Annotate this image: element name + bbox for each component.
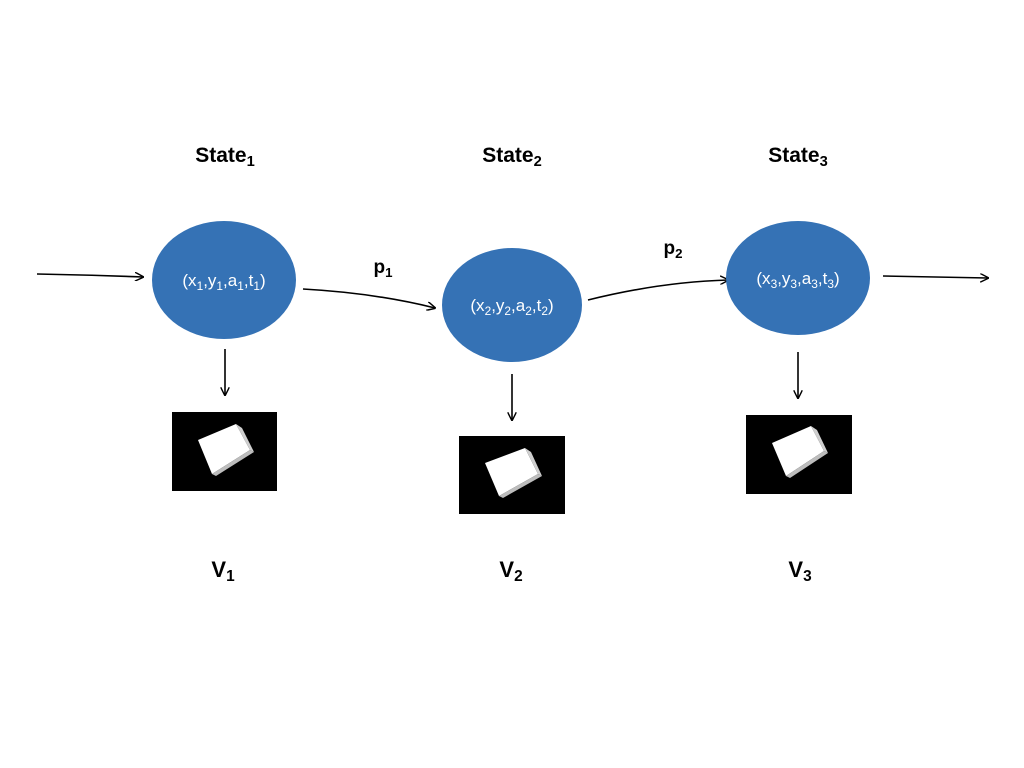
state-tuple-1: (x1,y1,a1,t1) <box>182 271 265 293</box>
state-tuple-3: (x3,y3,a3,t3) <box>756 269 839 291</box>
state-title-1: State1 <box>195 144 255 170</box>
state-title-2: State2 <box>482 144 542 170</box>
observation-image-2 <box>459 436 565 514</box>
transition-arrow-1 <box>302 288 435 308</box>
incoming-arrow <box>36 274 143 277</box>
state-1: State1 (x1,y1,a1,t1) V1 <box>152 144 296 585</box>
observation-image-3 <box>746 415 852 494</box>
observation-image-1 <box>172 412 277 491</box>
state-3: State3 (x3,y3,a3,t3) V3 <box>726 144 870 585</box>
state-node-3 <box>726 221 870 335</box>
outgoing-arrow <box>882 276 988 278</box>
transition-arrow-2 <box>587 280 728 301</box>
state-2: State2 (x2,y2,a2,t2) V2 <box>442 144 582 585</box>
state-node-2 <box>442 248 582 362</box>
state-node-1 <box>152 221 296 339</box>
state-tuple-2: (x2,y2,a2,t2) <box>470 296 553 318</box>
transition-label-1: p1 <box>373 257 393 280</box>
observation-label-1: V1 <box>211 557 235 585</box>
observation-label-3: V3 <box>788 557 811 585</box>
observation-label-2: V2 <box>499 557 522 585</box>
state-title-3: State3 <box>768 144 828 170</box>
transition-label-2: p2 <box>663 238 682 261</box>
